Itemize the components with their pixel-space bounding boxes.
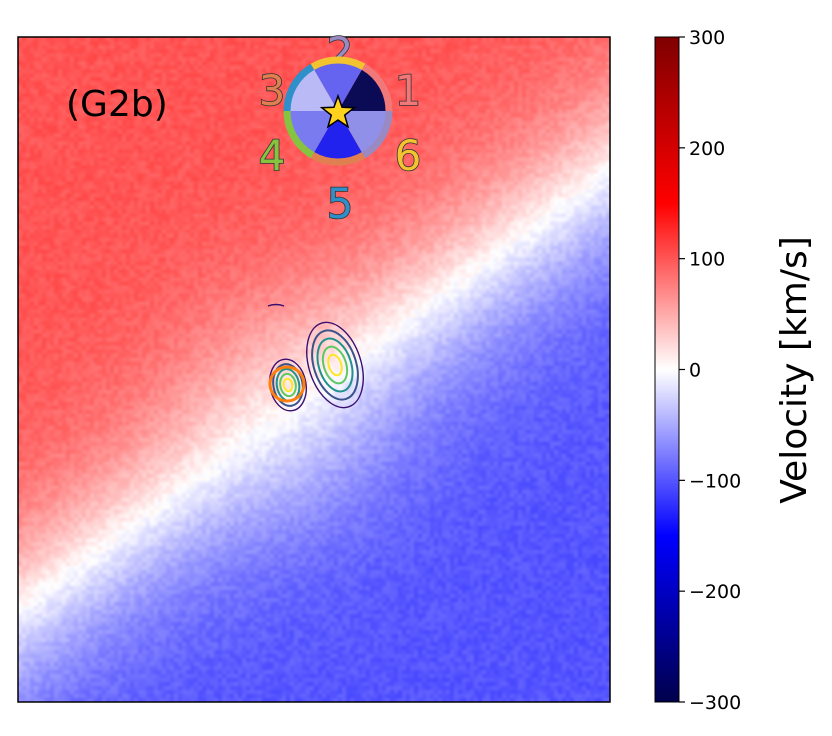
star-icon [319, 93, 357, 129]
sector-label: 1 [395, 66, 422, 115]
colorbar: 300 200 100 0 −100 −200 −300 Velocity [km/s] [654, 27, 815, 714]
colorbar-ticks: 300 200 100 0 −100 −200 −300 [679, 27, 741, 714]
contour-clump-east [321, 345, 349, 385]
sector-rim [283, 110, 315, 159]
colorbar-tick-label: 300 [689, 27, 725, 49]
colorbar-tick-label: −300 [689, 692, 741, 714]
contour-clump-west [282, 377, 294, 393]
plot-frame [17, 36, 611, 703]
contour-clump-east [311, 329, 359, 401]
sector-label: 4 [259, 131, 286, 180]
sector-label: 5 [327, 179, 354, 228]
colorbar-tick-label: −100 [689, 470, 741, 492]
contour-clump-east [316, 337, 354, 393]
contour-clump-east [306, 321, 364, 409]
contour-layer [267, 303, 364, 412]
sector-label: 3 [259, 66, 286, 115]
sector-rim [361, 110, 393, 159]
panel-label: (G2b) [66, 84, 168, 125]
colorbar-gradient [654, 36, 680, 703]
sector-label: 6 [395, 131, 422, 180]
contour-clump-west [279, 372, 297, 398]
sector-rim [361, 63, 393, 112]
sector-rim [310, 152, 366, 166]
sector-rim [283, 63, 315, 112]
contour-fragment [267, 303, 285, 307]
colorbar-tick-label: −200 [689, 581, 741, 603]
sector-wedge [314, 111, 362, 159]
contour-clump-east [327, 353, 343, 377]
sector-rim [310, 56, 366, 70]
aperture-circle [268, 365, 306, 403]
colorbar-label: Velocity [km/s] [774, 236, 815, 504]
contour-clump-west [272, 363, 304, 407]
colorbar-tick-label: 0 [689, 360, 701, 382]
colorbar-tick-label: 200 [689, 138, 725, 160]
colorbar-tick-label: 100 [689, 249, 725, 271]
sector-wedge [314, 63, 362, 111]
